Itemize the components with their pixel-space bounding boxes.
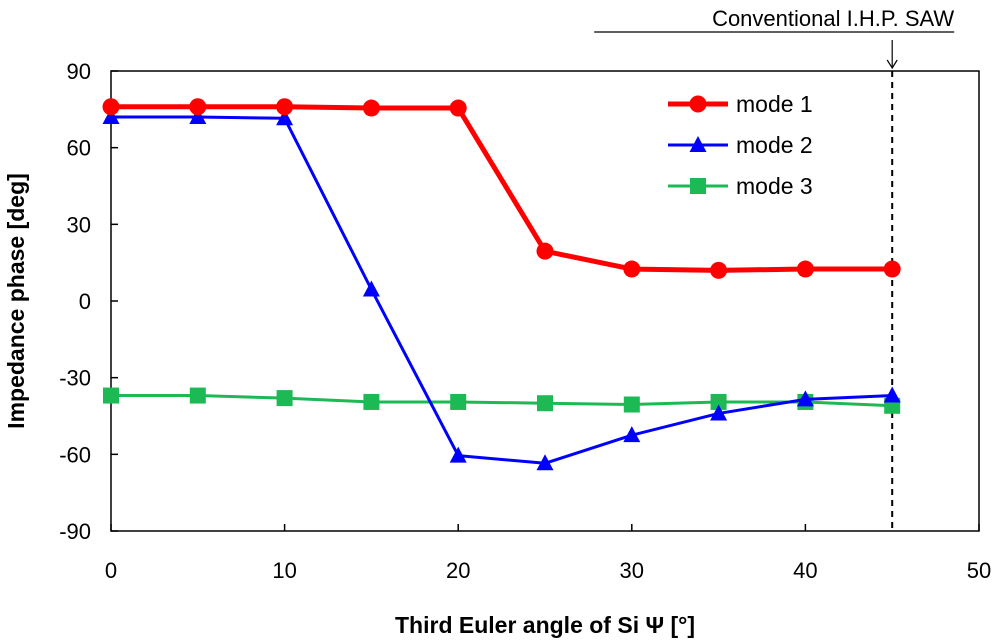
x-axis-title: Third Euler angle of Si Ψ [°] — [395, 612, 695, 638]
y-tick-label: 60 — [67, 136, 91, 161]
y-axis-title: Impedance phase [deg] — [3, 173, 29, 429]
data-point — [623, 426, 641, 443]
series-mode-2 — [102, 108, 901, 471]
legend: mode 1 mode 2 mode 3 — [668, 91, 813, 199]
data-point — [362, 99, 380, 117]
data-point — [189, 108, 207, 124]
x-tick-label: 40 — [793, 558, 817, 583]
legend-marker — [690, 178, 706, 194]
data-point — [710, 261, 728, 279]
series-mode-1 — [102, 98, 901, 279]
series-line — [111, 394, 893, 408]
data-point — [363, 393, 380, 410]
annotation-label: Conventional I.H.P. SAW — [712, 6, 954, 31]
legend-marker — [689, 136, 707, 152]
y-tick-label: -90 — [59, 519, 91, 544]
data-point — [623, 260, 641, 278]
x-axis-ticks: 0 10 20 30 40 50 — [105, 524, 991, 583]
legend-marker — [689, 95, 707, 113]
y-tick-label: -30 — [59, 366, 91, 391]
x-tick-label: 10 — [272, 558, 296, 583]
data-point — [796, 260, 814, 278]
legend-label: mode 3 — [736, 173, 813, 199]
data-point — [537, 395, 553, 412]
data-point — [276, 109, 294, 126]
data-point — [710, 404, 728, 421]
x-tick-label: 0 — [105, 558, 117, 583]
y-tick-label: 90 — [67, 59, 91, 84]
series-layer — [102, 98, 901, 471]
data-point — [883, 386, 901, 403]
legend-label: mode 1 — [736, 91, 813, 117]
data-point — [883, 260, 901, 278]
y-tick-label: -60 — [59, 442, 91, 467]
x-tick-label: 30 — [620, 558, 644, 583]
data-point — [536, 454, 554, 471]
data-point — [189, 387, 206, 404]
data-point — [102, 98, 120, 116]
legend-label: mode 2 — [736, 132, 813, 158]
data-point — [189, 98, 207, 116]
series-mode-3 — [103, 387, 901, 414]
x-tick-label: 50 — [967, 558, 991, 583]
series-line — [111, 115, 893, 465]
y-axis-ticks: -90 -60 -30 0 30 60 90 — [59, 59, 118, 544]
annotation-arrowhead-icon — [886, 59, 898, 70]
data-point — [276, 390, 293, 407]
data-point — [362, 280, 380, 297]
data-point — [796, 390, 814, 407]
data-point — [102, 108, 120, 124]
data-point — [536, 242, 554, 260]
data-point — [710, 393, 727, 410]
data-point — [276, 98, 294, 116]
data-point — [103, 387, 119, 404]
data-point — [623, 396, 640, 413]
y-tick-label: 0 — [79, 289, 91, 314]
data-point — [449, 99, 467, 117]
y-tick-label: 30 — [67, 212, 91, 237]
x-tick-label: 20 — [446, 558, 470, 583]
data-point — [449, 446, 467, 463]
data-point — [450, 393, 467, 410]
series-line — [111, 104, 893, 273]
